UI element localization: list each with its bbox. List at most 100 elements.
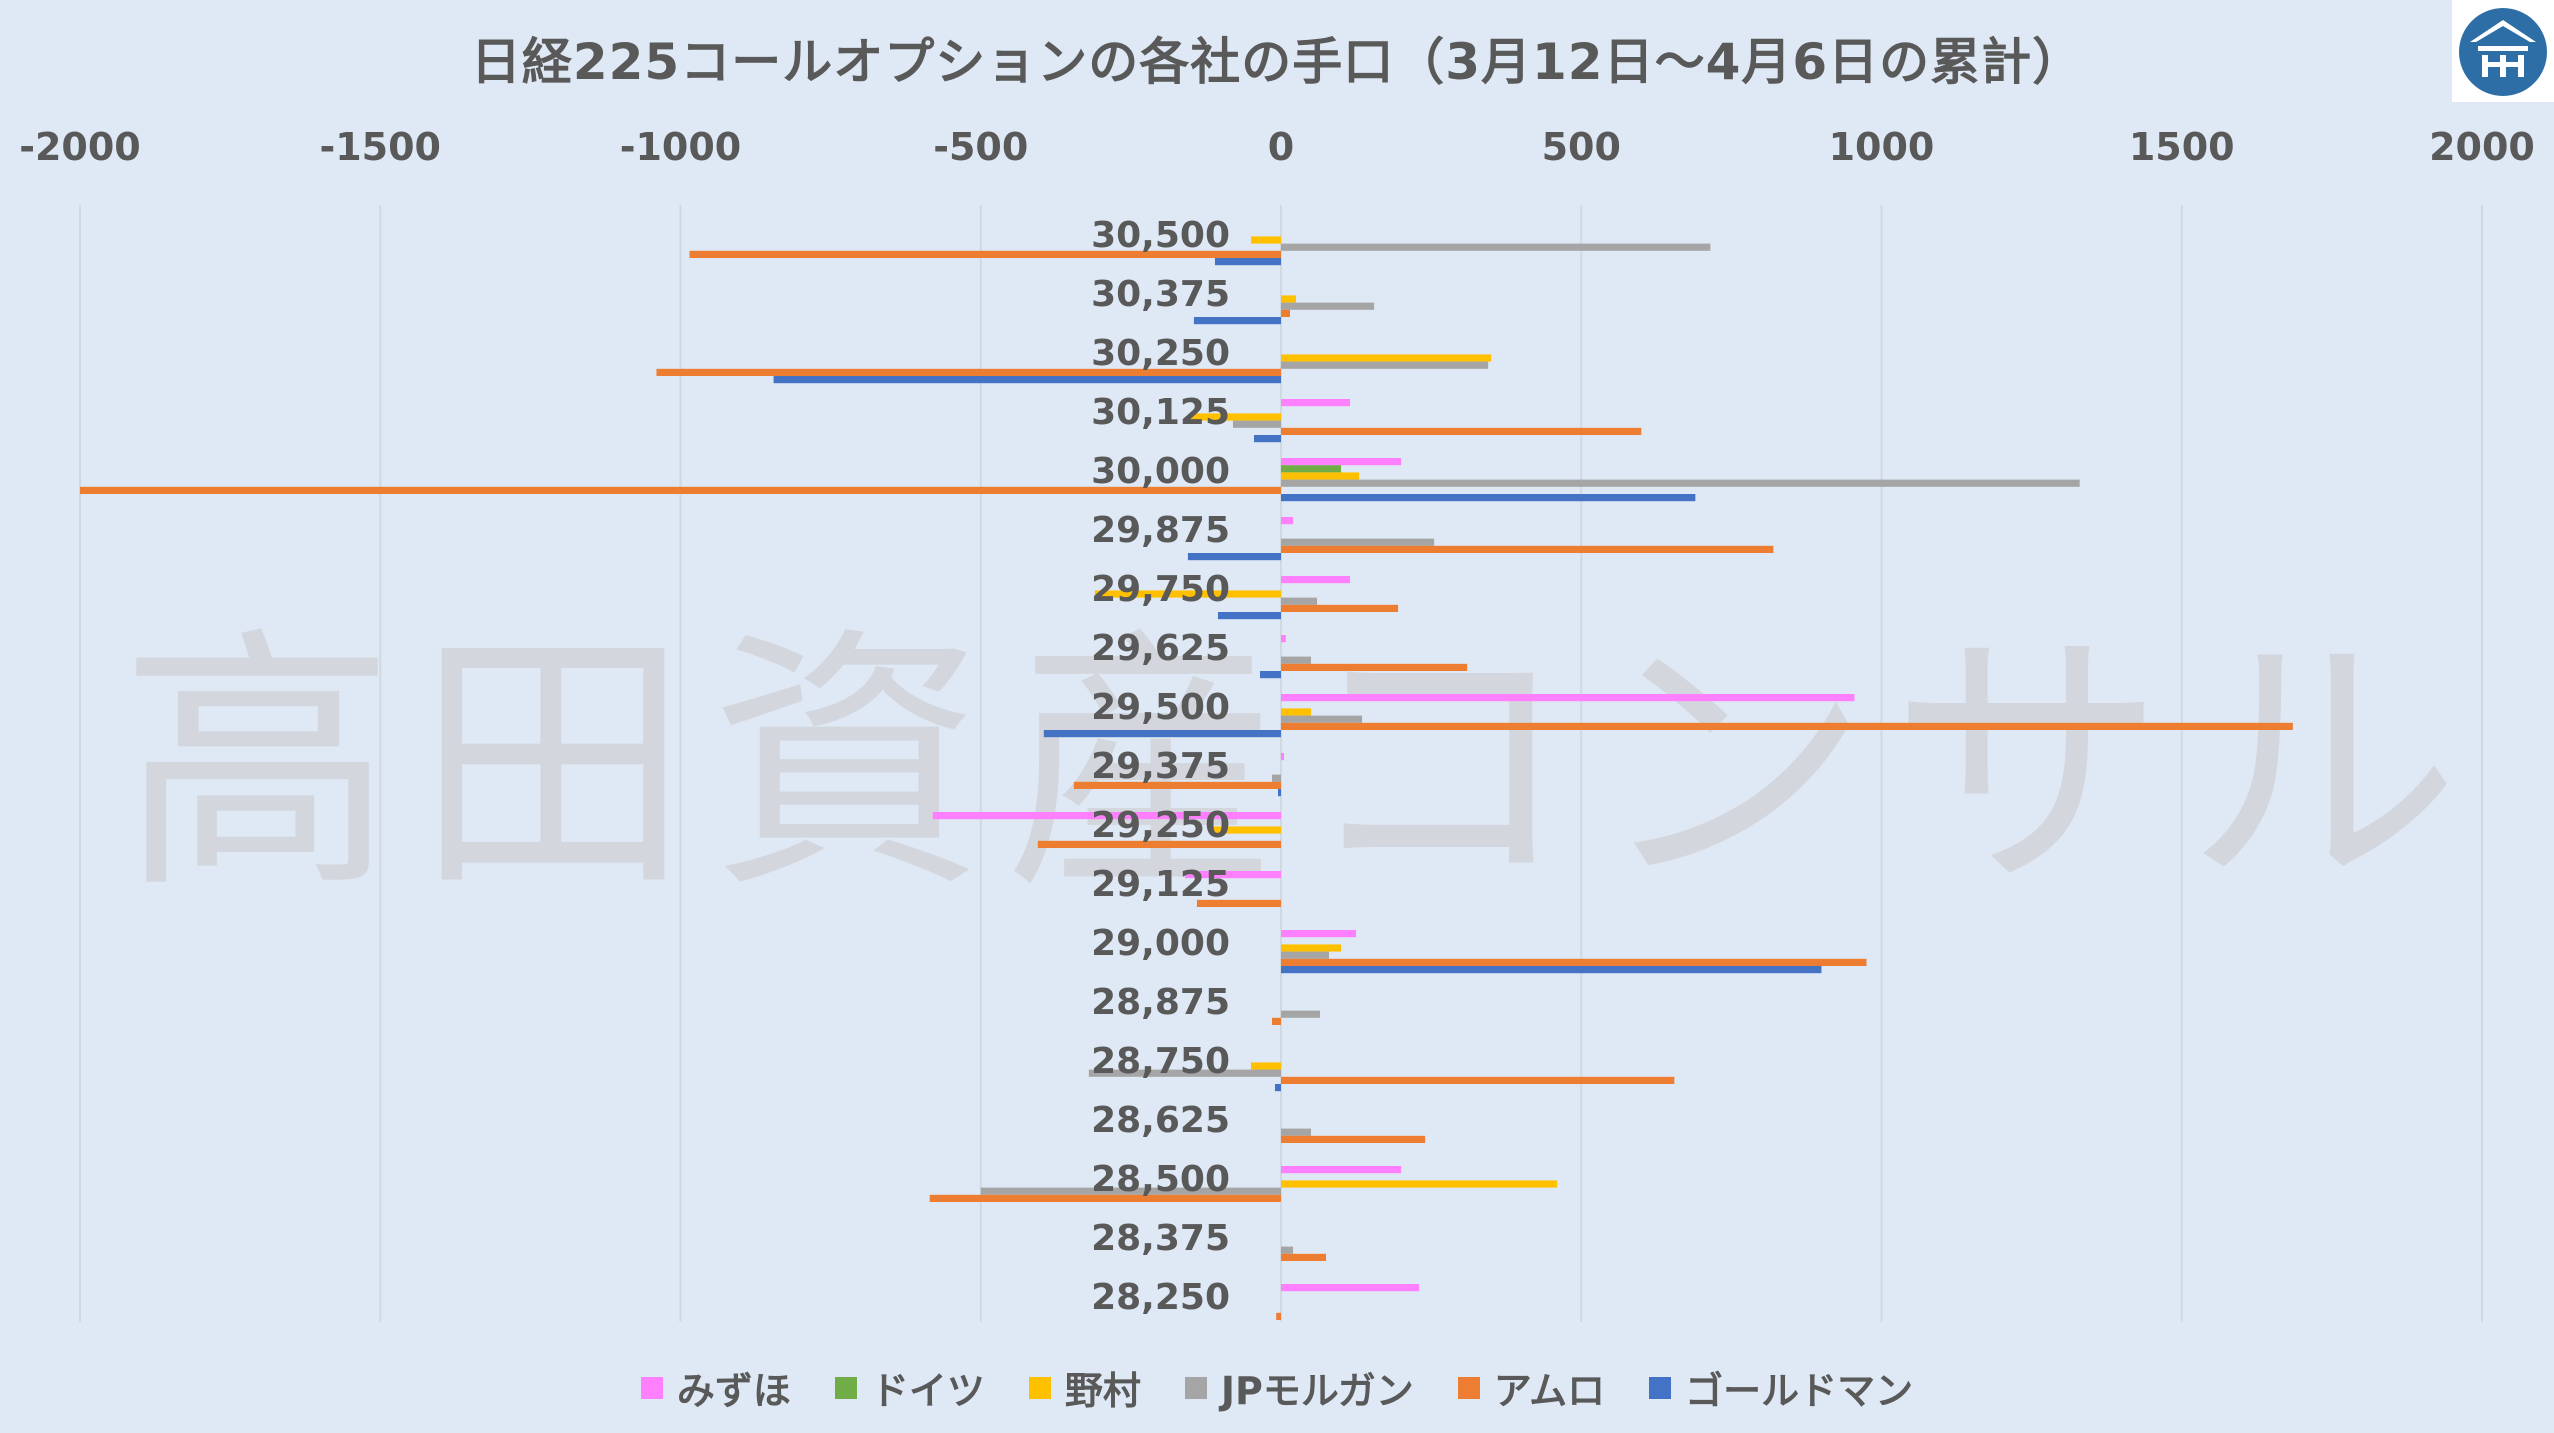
- legend-label: JPモルガン: [1220, 1369, 1414, 1413]
- bar: [1281, 243, 1711, 251]
- bar: [1281, 517, 1294, 525]
- legend-swatch: [1028, 1376, 1051, 1399]
- bar: [1281, 715, 1363, 723]
- category-label: 30,000: [1091, 451, 1230, 492]
- legend-label: アムロ: [1493, 1369, 1606, 1413]
- category-label: 29,875: [1091, 510, 1230, 551]
- legend: みずほ ドイツ 野村 JPモルガン アムロ ゴールドマン: [0, 1360, 2554, 1415]
- bar: [1277, 789, 1281, 797]
- bar: [1281, 930, 1357, 938]
- x-tick-label: 0: [1268, 125, 1294, 169]
- category-label: 28,375: [1091, 1218, 1230, 1259]
- category-label: 29,625: [1091, 628, 1230, 669]
- bar: [1281, 576, 1351, 584]
- bar: [1281, 479, 2080, 487]
- bar: [656, 368, 1281, 376]
- legend-item-goldman: ゴールドマン: [1649, 1360, 1913, 1415]
- x-tick-label: -1000: [620, 125, 742, 169]
- bar: [1276, 1312, 1281, 1320]
- bar: [1281, 951, 1330, 959]
- bar: [1253, 435, 1281, 443]
- bar: [1281, 656, 1312, 664]
- legend-swatch: [1649, 1376, 1672, 1399]
- category-label: 28,625: [1091, 1100, 1230, 1141]
- gridlines: [79, 205, 2483, 1322]
- bar: [1281, 966, 1822, 974]
- bar: [1043, 730, 1281, 738]
- bar: [1281, 538, 1435, 546]
- legend-label: 野村: [1064, 1369, 1141, 1413]
- bar: [1281, 295, 1297, 303]
- bar: [1281, 458, 1402, 466]
- legend-label: ゴールドマン: [1685, 1369, 1914, 1413]
- x-tick-label: 2000: [2429, 125, 2535, 169]
- bar: [1281, 604, 1399, 612]
- bar: [1281, 465, 1342, 473]
- bar: [1232, 420, 1281, 428]
- legend-item-mizuho: みずほ: [640, 1360, 791, 1415]
- bar: [689, 250, 1281, 258]
- category-labels: 30,500 30,375 30,250 30,125 30,000 29,875 29,7…: [1091, 215, 1230, 1318]
- bar: [1208, 826, 1281, 834]
- bar: [1281, 1246, 1294, 1254]
- bar: [1281, 1284, 1420, 1292]
- company-logo: [2452, 0, 2554, 102]
- legend-label: ドイツ: [870, 1369, 985, 1413]
- category-label: 29,750: [1091, 569, 1230, 610]
- bar: [1281, 354, 1492, 362]
- category-label: 30,250: [1091, 333, 1230, 374]
- legend-item-nomura: 野村: [1028, 1360, 1141, 1415]
- category-label: 29,375: [1091, 746, 1230, 787]
- bar: [1250, 236, 1281, 244]
- bar: [1193, 317, 1281, 325]
- bar: [1281, 302, 1375, 310]
- legend-item-amro: アムロ: [1457, 1360, 1606, 1415]
- legend-swatch: [1457, 1376, 1480, 1399]
- bar: [1281, 722, 2293, 730]
- category-label: 30,375: [1091, 274, 1230, 315]
- x-tick-label: 1000: [1829, 125, 1935, 169]
- x-tick-label: 1500: [2129, 125, 2235, 169]
- x-tick-label: -1500: [319, 125, 441, 169]
- bar: [1037, 840, 1281, 848]
- bar: [1259, 671, 1281, 679]
- bar: [1281, 472, 1360, 480]
- category-label: 29,125: [1091, 864, 1230, 905]
- bar: [929, 1194, 1281, 1202]
- bar: [1281, 545, 1774, 553]
- legend-item-jpmorgan: JPモルガン: [1184, 1360, 1414, 1415]
- x-tick-label: 500: [1542, 125, 1621, 169]
- logo-icon: [2459, 8, 2547, 96]
- category-label: 28,875: [1091, 982, 1230, 1023]
- category-label: 29,500: [1091, 687, 1230, 728]
- bar: [1271, 774, 1281, 782]
- bar: [1281, 1166, 1402, 1174]
- bar: [1281, 1253, 1327, 1261]
- bar: [1281, 1076, 1675, 1084]
- bar: [1281, 1135, 1426, 1143]
- bar: [1281, 1180, 1558, 1188]
- bar: [1281, 958, 1867, 966]
- legend-label: みずほ: [676, 1369, 791, 1413]
- legend-swatch: [834, 1376, 857, 1399]
- bar: [1217, 612, 1281, 620]
- bar: [1281, 1128, 1312, 1136]
- bar: [1073, 781, 1281, 789]
- legend-swatch: [1184, 1376, 1207, 1399]
- bar: [1281, 944, 1342, 952]
- bar: [1281, 427, 1642, 435]
- bar: [1196, 899, 1281, 907]
- category-label: 30,500: [1091, 215, 1230, 256]
- category-label: 28,750: [1091, 1041, 1230, 1082]
- bar: [1274, 1084, 1281, 1092]
- category-label: 29,000: [1091, 923, 1230, 964]
- bar: [1187, 553, 1281, 561]
- bar: [1281, 1010, 1321, 1018]
- legend-swatch: [640, 1376, 663, 1399]
- bar: [1088, 1069, 1281, 1077]
- x-tick-labels: -2000 -1500 -1000 -500 0 500 1000 1500 2000: [19, 125, 2535, 169]
- bar: [932, 812, 1281, 820]
- bar: [1281, 597, 1318, 605]
- bar: [1281, 635, 1286, 643]
